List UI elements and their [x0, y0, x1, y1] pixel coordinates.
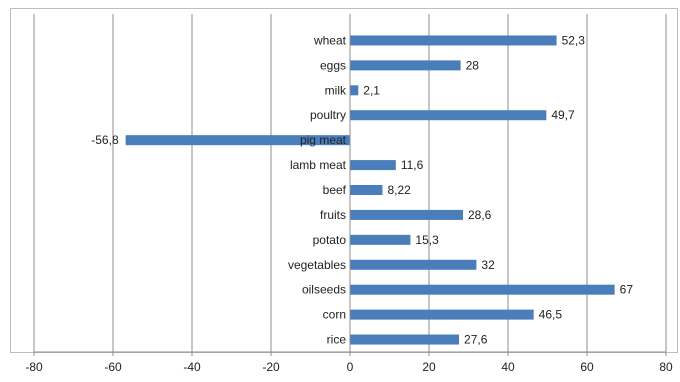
category-label-10: oilseeds: [302, 283, 346, 297]
bar-4: [125, 135, 350, 146]
category-label-2: milk: [325, 83, 347, 97]
x-tick-label-5: 20: [422, 360, 436, 374]
bar-12: [350, 334, 460, 345]
category-label-11: corn: [323, 308, 346, 322]
bar-10: [350, 284, 615, 295]
x-tick-label-2: -40: [183, 360, 201, 374]
bar-6: [350, 185, 383, 195]
data-label-9: 32: [481, 258, 495, 272]
category-label-3: poultry: [310, 108, 346, 122]
category-labels: wheat eggs milk poultry pig meat lamb meat bee…: [288, 33, 347, 346]
category-label-12: rice: [327, 333, 347, 347]
bar-1: [350, 60, 461, 71]
x-axis: -80 -60 -40 -20 0 20 40 60 80: [25, 14, 673, 374]
bar-0: [350, 35, 557, 46]
category-label-7: fruits: [320, 208, 346, 222]
data-label-0: 52,3: [562, 33, 586, 47]
bar-3: [350, 110, 547, 121]
x-tick-label-0: -80: [25, 360, 43, 374]
data-label-7: 28,6: [468, 208, 492, 222]
data-label-6: 8,22: [387, 183, 411, 197]
bar-11: [350, 309, 534, 320]
category-label-0: wheat: [313, 33, 347, 47]
data-label-11: 46,5: [539, 308, 563, 322]
bar-7: [350, 209, 463, 220]
bar-9: [350, 259, 477, 270]
x-tick-label-7: 60: [580, 360, 594, 374]
bar-5: [350, 160, 396, 171]
chart-frame: [10, 8, 678, 353]
x-tick-label-8: 80: [659, 360, 673, 374]
data-label-2: 2,1: [363, 83, 380, 97]
x-tick-label-6: 40: [501, 360, 515, 374]
x-tick-label-1: -60: [104, 360, 122, 374]
category-label-8: potato: [313, 233, 347, 247]
data-label-1: 28: [466, 58, 480, 72]
bar-8: [350, 234, 411, 245]
data-label-4: -56,8: [91, 133, 119, 147]
category-label-6: beef: [323, 183, 347, 197]
bar-2: [350, 85, 359, 96]
category-label-5: lamb meat: [290, 158, 347, 172]
bars: [125, 35, 615, 345]
category-label-4: pig meat: [300, 133, 347, 147]
data-label-8: 15,3: [415, 233, 439, 247]
data-label-3: 49,7: [551, 108, 575, 122]
data-label-10: 67: [620, 283, 634, 297]
data-label-12: 27,6: [464, 333, 488, 347]
category-label-9: vegetables: [288, 258, 346, 272]
value-labels: 52,3 28 2,1 49,7 -56,8 11,6 8,22 28,6 15,3 32 67 46…: [91, 33, 633, 346]
x-tick-label-3: -20: [262, 360, 280, 374]
data-label-5: 11,6: [401, 158, 424, 172]
category-label-1: eggs: [320, 58, 346, 72]
x-tick-label-4: 0: [347, 360, 354, 374]
